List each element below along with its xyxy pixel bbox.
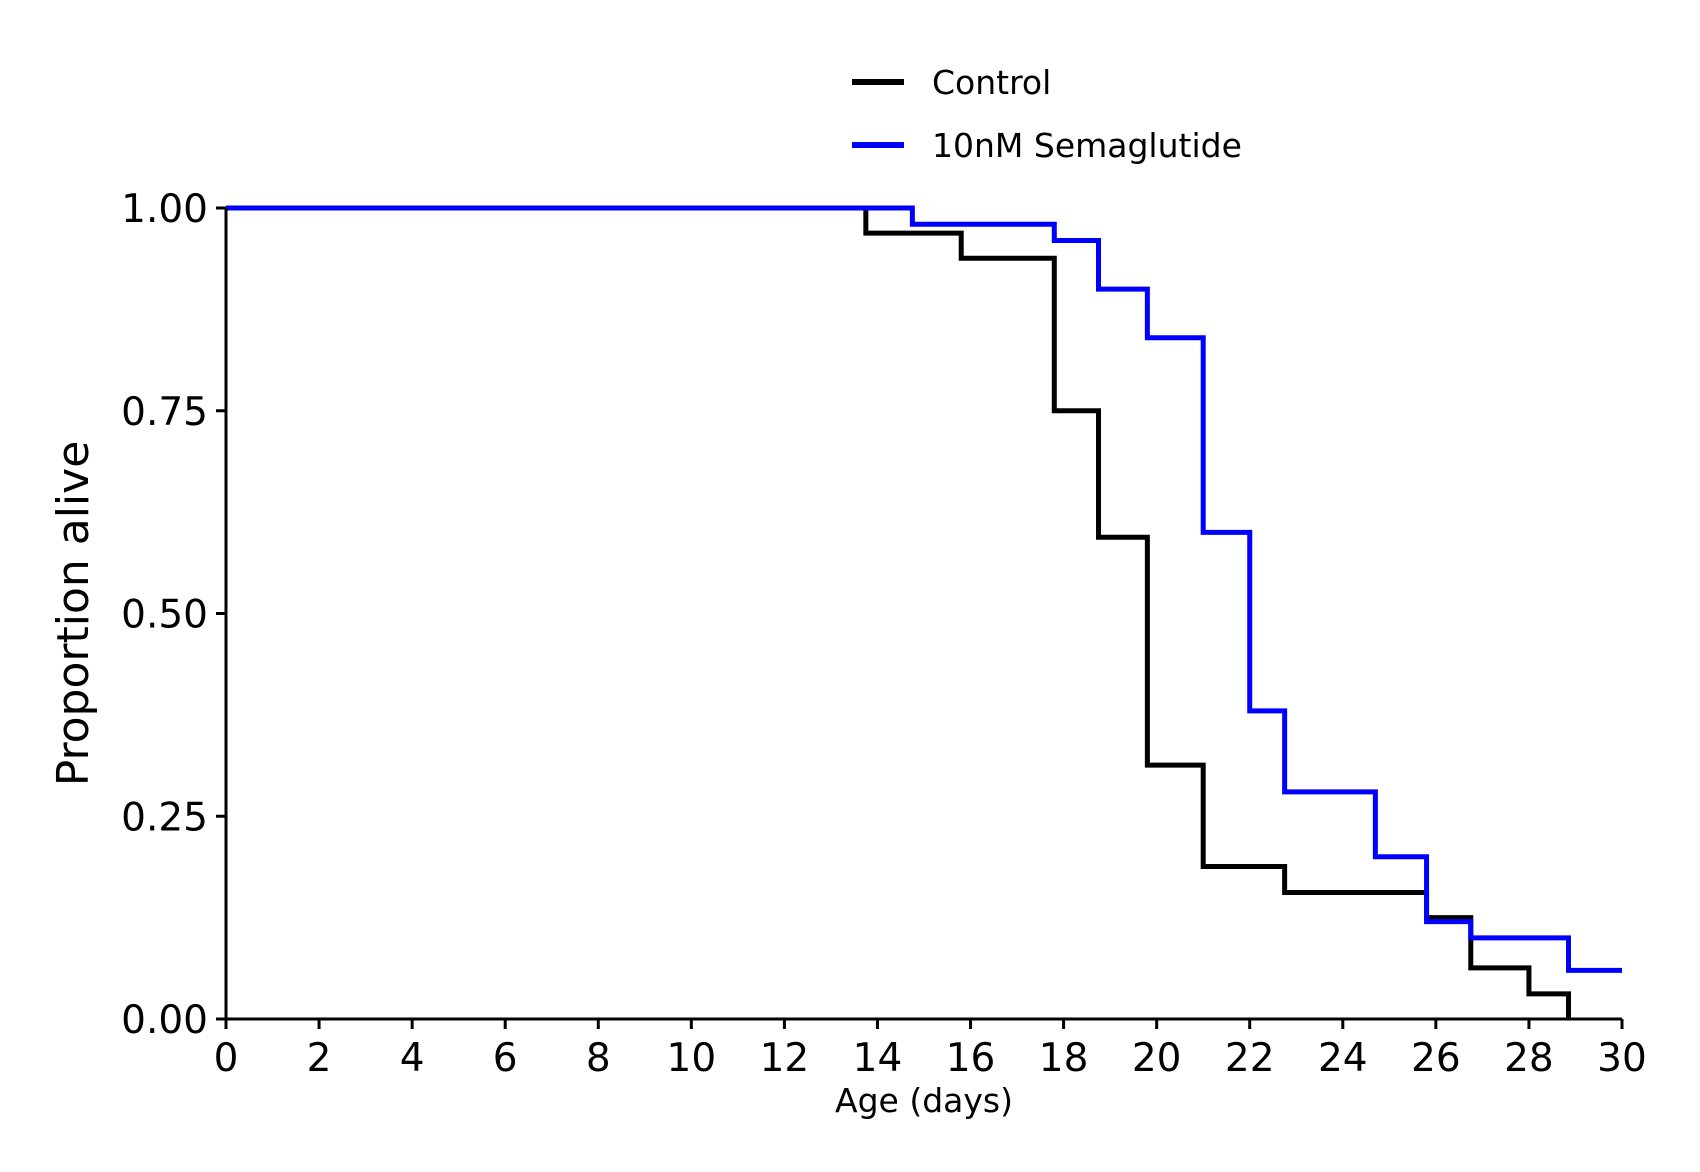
y-ticks: 0.00 0.25 0.50 0.75 1.00 — [121, 187, 226, 1043]
x-tick-label: 28 — [1504, 1036, 1554, 1081]
x-tick-label: 10 — [667, 1036, 717, 1081]
x-axis-title: Age (days) — [835, 1081, 1013, 1120]
y-tick-label: 0.50 — [121, 593, 208, 638]
legend-label: Control — [932, 63, 1051, 102]
y-tick-label: 0.00 — [121, 998, 208, 1043]
x-tick-label: 22 — [1225, 1036, 1275, 1081]
x-tick-label: 18 — [1039, 1036, 1089, 1081]
x-tick-label: 24 — [1318, 1036, 1368, 1081]
x-tick-label: 16 — [946, 1036, 996, 1081]
y-tick-label: 0.75 — [121, 390, 208, 435]
x-tick-label: 8 — [586, 1036, 611, 1081]
x-tick-label: 26 — [1411, 1036, 1461, 1081]
series-line-control — [226, 205, 1571, 1019]
x-tick-label: 6 — [493, 1036, 518, 1081]
y-tick-label: 1.00 — [121, 187, 208, 232]
y-axis-title: Proportion alive — [48, 441, 99, 787]
x-ticks: 0 2 4 6 8 10 12 14 16 18 20 22 24 26 28 30 — [214, 1019, 1647, 1081]
y-tick-label: 0.25 — [121, 795, 208, 840]
x-tick-label: 0 — [214, 1036, 239, 1081]
x-tick-label: 20 — [1132, 1036, 1182, 1081]
legend: Control 10nM Semaglutide — [852, 63, 1242, 165]
x-tick-label: 2 — [307, 1036, 332, 1081]
x-tick-label: 12 — [760, 1036, 810, 1081]
series-layer — [226, 205, 1622, 1019]
x-tick-label: 14 — [853, 1036, 903, 1081]
legend-label: 10nM Semaglutide — [932, 126, 1242, 165]
axes — [224, 208, 1622, 1021]
x-tick-label: 30 — [1597, 1036, 1647, 1081]
x-tick-label: 4 — [400, 1036, 425, 1081]
series-line-semaglutide — [226, 205, 1622, 973]
